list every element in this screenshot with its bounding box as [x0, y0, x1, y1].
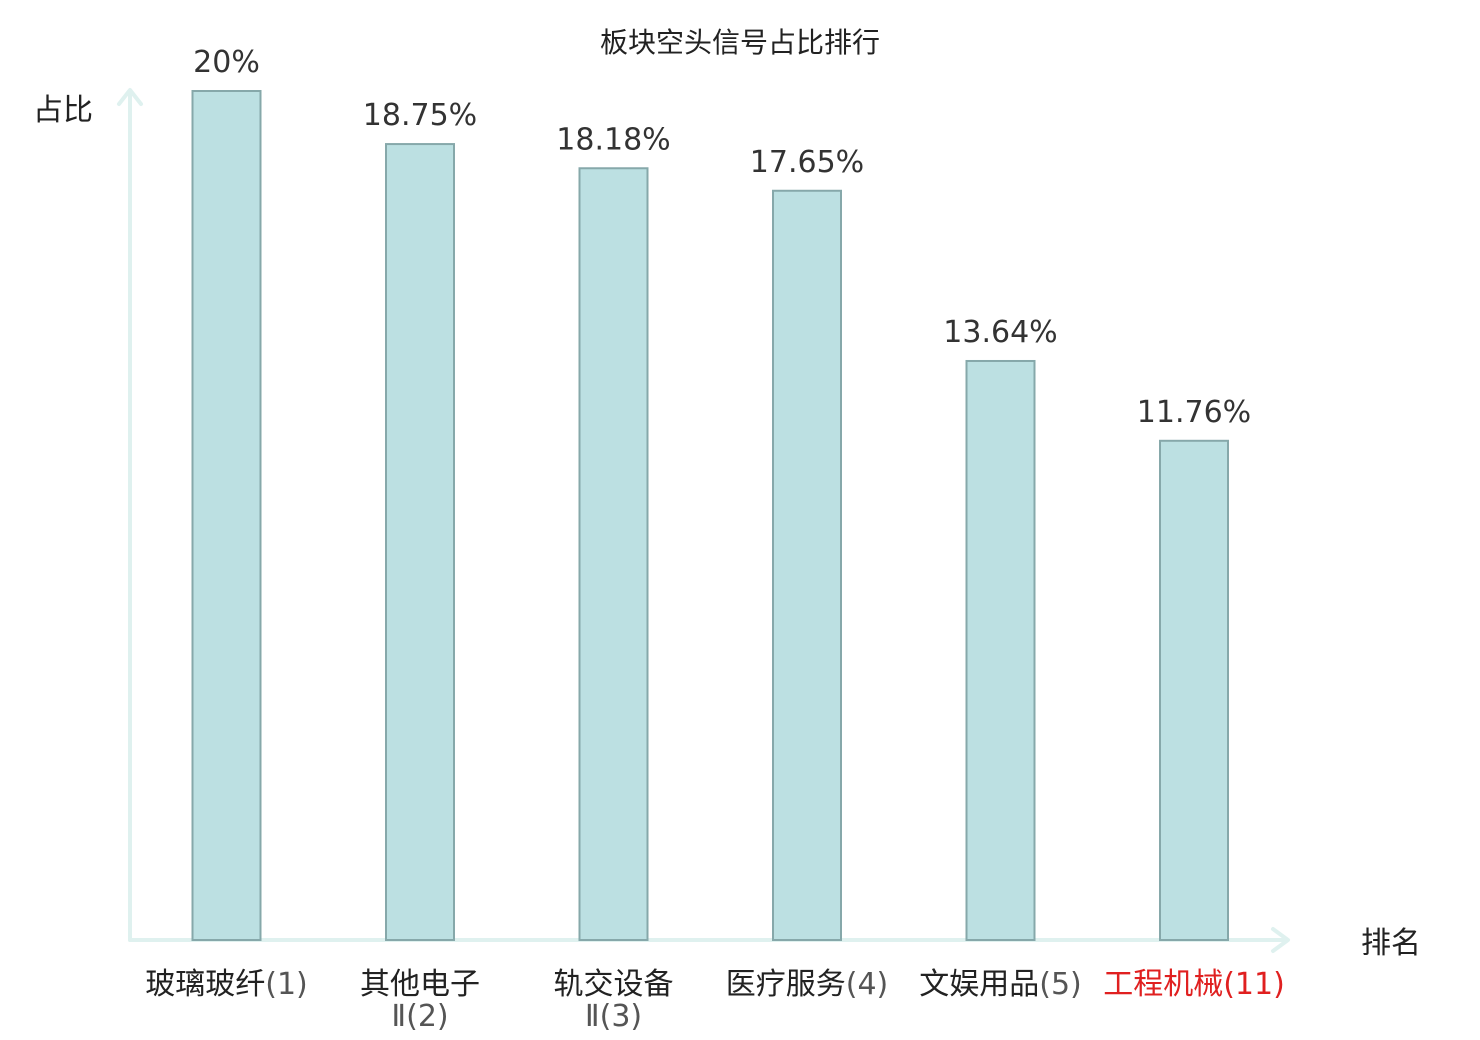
y-axis	[117, 88, 143, 942]
value-label-group: 20% 18.75% 18.18% 17.65% 13.64% 11.76%	[193, 45, 1251, 430]
x-axis-label: 排名	[1361, 926, 1421, 961]
category-label-text: 医疗服务(4)	[726, 967, 889, 1002]
category-label-text: 其他电子	[360, 967, 480, 1002]
category-name: 文娱用品	[919, 967, 1039, 1002]
bar-value-label: 18.18%	[556, 122, 670, 157]
category-name: 医疗服务	[726, 967, 846, 1002]
category-name: 玻璃玻纤	[145, 967, 265, 1002]
category-label: 文娱用品(5)	[919, 967, 1082, 1002]
category-label-text: 工程机械(11)	[1103, 967, 1285, 1002]
bar-value-label: 13.64%	[943, 315, 1057, 350]
category-name: 工程机械	[1103, 967, 1223, 1002]
bar-group	[191, 90, 1229, 942]
bar-value-label: 20%	[193, 45, 260, 80]
category-label-text: 轨交设备	[554, 967, 674, 1002]
category-label: 玻璃玻纤(1)	[145, 967, 308, 1002]
category-label-text: 文娱用品(5)	[919, 967, 1082, 1002]
category-label-line2: Ⅱ(3)	[585, 999, 642, 1034]
category-name: 轨交设备	[554, 967, 674, 1002]
category-label-line2: Ⅱ(2)	[391, 999, 448, 1034]
bar	[578, 167, 649, 942]
bar	[191, 90, 262, 941]
category-rank: (1)	[265, 967, 308, 1002]
x-axis	[128, 927, 1290, 953]
y-axis-label: 占比	[33, 93, 93, 128]
category-rank: (11)	[1223, 967, 1285, 1002]
category-name: 其他电子	[360, 967, 480, 1002]
chart-title: 板块空头信号占比排行	[600, 26, 880, 59]
category-label: 医疗服务(4)	[726, 967, 889, 1002]
category-label-text: 玻璃玻纤(1)	[145, 967, 308, 1002]
category-rank: (4)	[846, 967, 889, 1002]
bar	[772, 189, 842, 941]
bar	[385, 143, 455, 941]
bar	[965, 359, 1036, 941]
category-rank: (5)	[1039, 967, 1082, 1002]
bar-value-label: 17.65%	[750, 145, 864, 180]
bar-value-label: 18.75%	[363, 98, 477, 133]
bar-value-label: 11.76%	[1137, 395, 1251, 430]
category-label: 工程机械(11)	[1103, 967, 1285, 1002]
bar	[1159, 439, 1229, 941]
